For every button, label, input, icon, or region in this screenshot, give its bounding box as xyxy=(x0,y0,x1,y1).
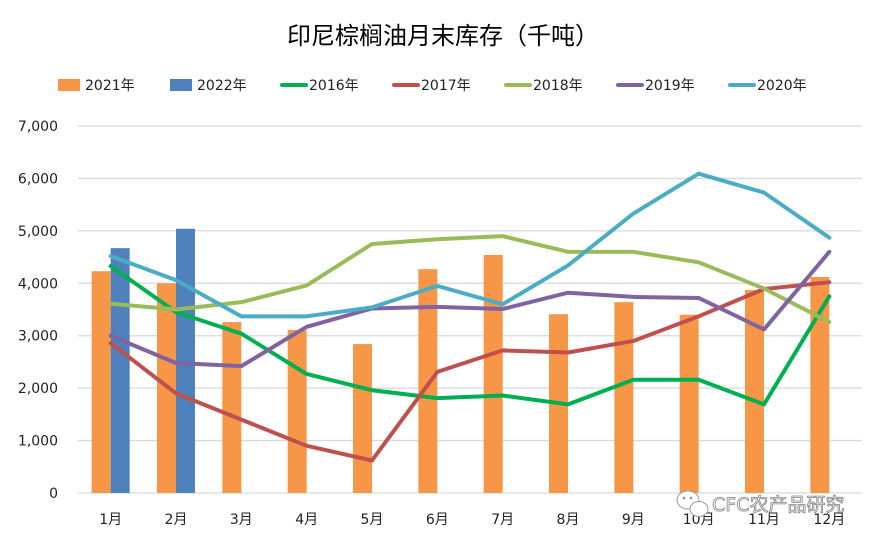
y-tick-label: 6,000 xyxy=(18,171,58,187)
bar-2021年-9月 xyxy=(614,302,634,493)
x-tick-label: 10月 xyxy=(683,512,715,528)
legend-item-2020年: 2020年 xyxy=(728,78,807,94)
x-tick-label: 3月 xyxy=(230,512,253,528)
legend-swatch xyxy=(58,79,80,91)
bar-2021年-10月 xyxy=(679,314,699,493)
legend-item-2021年: 2021年 xyxy=(58,78,135,94)
watermark-text: CFC农产品研究 xyxy=(712,494,844,516)
bar-2021年-1月 xyxy=(91,271,111,493)
x-tick-label: 8月 xyxy=(557,512,580,528)
x-tick-label: 1月 xyxy=(99,512,122,528)
y-tick-label: 4,000 xyxy=(18,276,58,292)
line-2016年 xyxy=(108,263,832,407)
legend-item-2017年: 2017年 xyxy=(392,78,471,94)
x-tick-label: 2月 xyxy=(165,512,188,528)
legend-label: 2018年 xyxy=(533,78,583,94)
legend: 2021年 2022年 2016年 2017年 2018年 2019年 2020年 xyxy=(58,78,807,94)
x-tick-label: 6月 xyxy=(426,512,449,528)
y-tick-label: 3,000 xyxy=(18,329,58,345)
x-tick-label: 9月 xyxy=(622,512,645,528)
wechat-icon xyxy=(676,490,709,517)
legend-label: 2022年 xyxy=(197,78,247,94)
bar-2021年-12月 xyxy=(810,276,830,493)
legend-label: 2020年 xyxy=(757,78,807,94)
chart-title: 印尼棕榈油月末库存（千吨） xyxy=(287,22,599,50)
legend-label: 2019年 xyxy=(645,78,695,94)
x-axis: 1月 2月 3月 4月 5月 6月 7月 8月 9月 10月 11月 12月 xyxy=(99,512,845,528)
x-tick-label: 7月 xyxy=(491,512,514,528)
y-axis: 0 1,000 2,000 3,000 4,000 5,000 6,000 7,000 xyxy=(18,119,58,502)
legend-label: 2021年 xyxy=(85,78,135,94)
x-tick-label: 11月 xyxy=(748,512,780,528)
legend-item-2022年: 2022年 xyxy=(170,78,247,94)
y-tick-label: 0 xyxy=(49,486,58,502)
line-2017年 xyxy=(108,280,832,463)
legend-item-2018年: 2018年 xyxy=(504,78,583,94)
line-2019年 xyxy=(108,249,832,369)
y-tick-label: 7,000 xyxy=(18,119,58,135)
bar-2021年-3月 xyxy=(222,322,242,493)
y-tick-label: 5,000 xyxy=(18,224,58,240)
legend-swatch xyxy=(170,79,192,91)
bar-2021年-7月 xyxy=(483,254,503,493)
y-tick-label: 2,000 xyxy=(18,381,58,397)
bar-2021年-6月 xyxy=(418,269,438,493)
line-2018年 xyxy=(108,234,832,325)
lines xyxy=(108,171,832,463)
y-tick-label: 1,000 xyxy=(18,434,58,450)
bar-2021年-4月 xyxy=(287,329,307,493)
bar-2022年-1月 xyxy=(110,248,130,493)
bars xyxy=(91,228,830,493)
x-tick-label: 4月 xyxy=(295,512,318,528)
bar-2021年-5月 xyxy=(353,344,372,493)
legend-label: 2017年 xyxy=(421,78,471,94)
legend-label: 2016年 xyxy=(309,78,359,94)
line-2020年 xyxy=(108,171,832,319)
legend-item-2019年: 2019年 xyxy=(616,78,695,94)
x-tick-label: 12月 xyxy=(813,512,845,528)
x-tick-label: 5月 xyxy=(361,512,384,528)
gridlines xyxy=(78,125,862,494)
watermark: CFC农产品研究 xyxy=(676,490,845,517)
bar-2021年-11月 xyxy=(745,290,764,493)
legend-item-2016年: 2016年 xyxy=(280,78,359,94)
bar-2022年-2月 xyxy=(176,228,195,493)
